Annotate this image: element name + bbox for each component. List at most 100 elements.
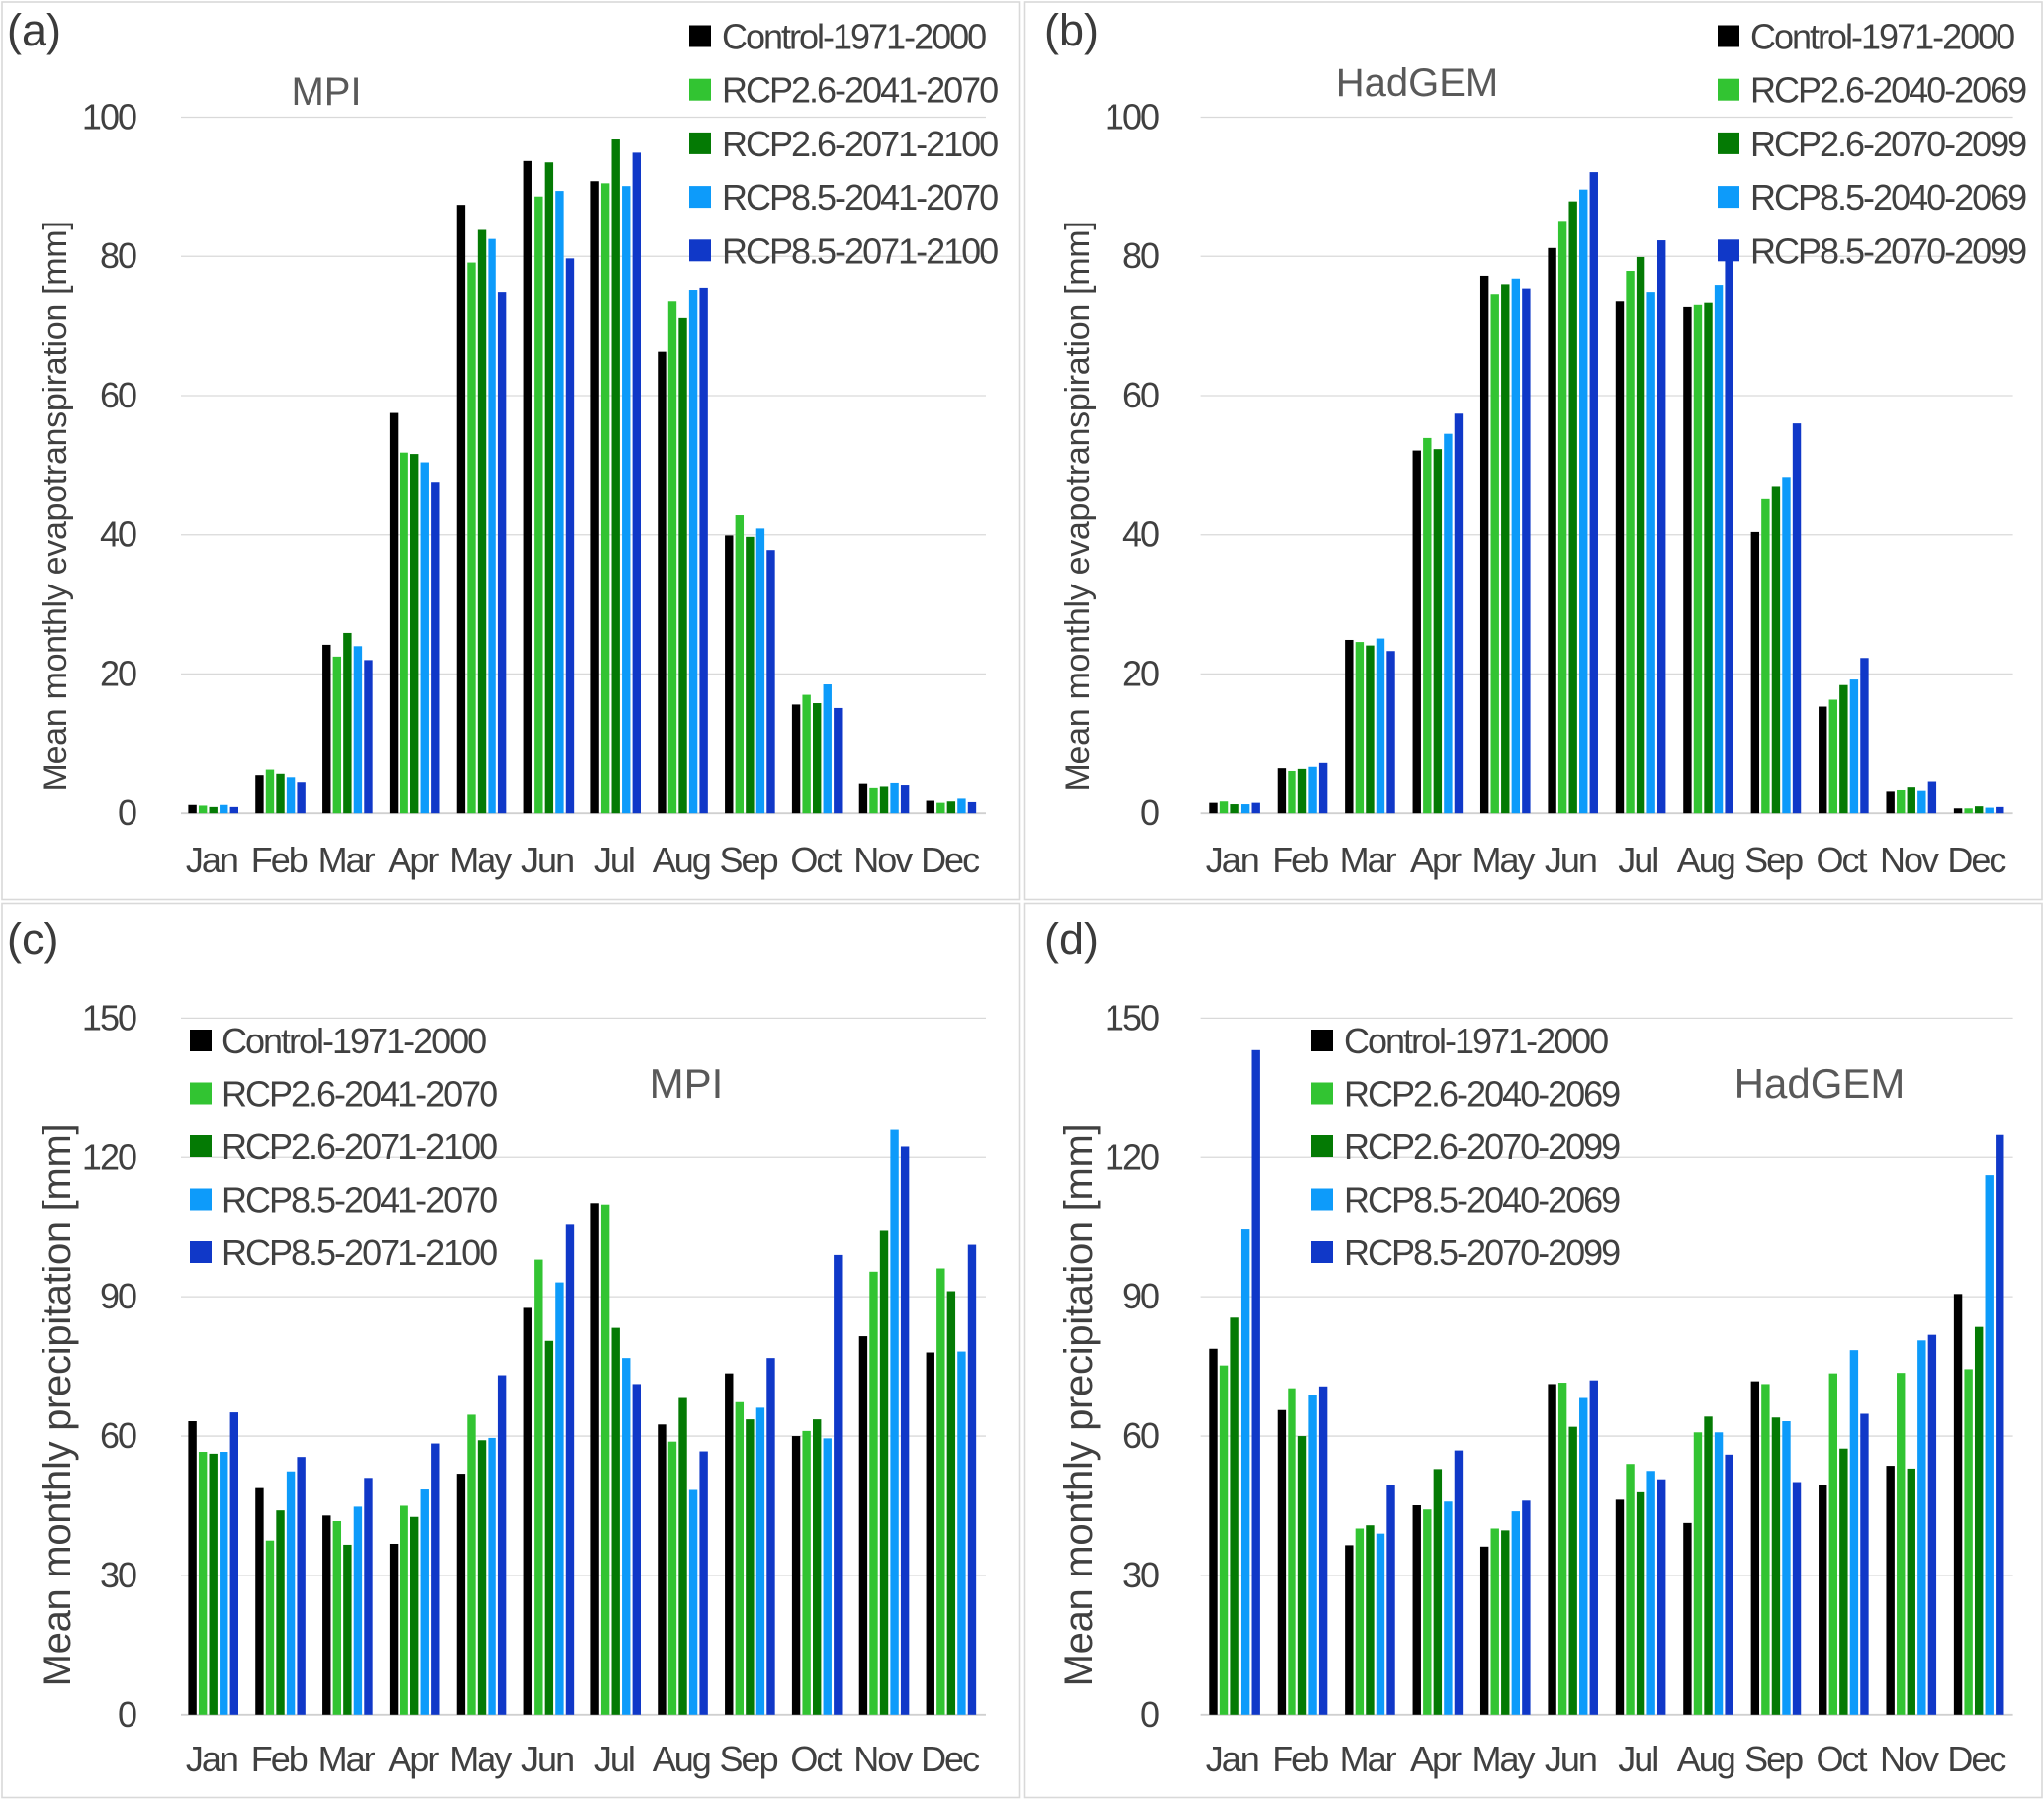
svg-text:RCP8.5-2041-2070: RCP8.5-2041-2070	[222, 1180, 497, 1220]
svg-text:RCP2.6-2040-2069: RCP2.6-2040-2069	[1750, 70, 2026, 111]
svg-text:RCP8.5-2041-2070: RCP8.5-2041-2070	[722, 177, 998, 218]
svg-text:Aug: Aug	[1677, 1739, 1734, 1779]
svg-text:0: 0	[1140, 1694, 1159, 1735]
svg-text:Jan: Jan	[1206, 840, 1258, 880]
svg-text:RCP8.5-2070-2099: RCP8.5-2070-2099	[1344, 1232, 1620, 1273]
svg-text:80: 80	[100, 235, 136, 276]
svg-text:RCP8.5-2071-2100: RCP8.5-2071-2100	[722, 230, 998, 271]
svg-text:Aug: Aug	[1677, 840, 1734, 880]
svg-text:0: 0	[1140, 792, 1159, 833]
svg-text:Mar: Mar	[318, 1739, 376, 1779]
svg-text:(d): (d)	[1044, 914, 1099, 964]
svg-text:Jan: Jan	[186, 840, 237, 880]
svg-text:Apr: Apr	[1410, 1739, 1462, 1779]
svg-text:30: 30	[100, 1555, 136, 1595]
svg-text:Nov: Nov	[853, 1739, 913, 1779]
svg-text:Feb: Feb	[251, 1739, 308, 1779]
svg-text:Sep: Sep	[1744, 840, 1803, 880]
svg-text:0: 0	[118, 792, 136, 833]
svg-text:100: 100	[82, 97, 136, 137]
svg-text:(b): (b)	[1044, 5, 1099, 55]
svg-text:40: 40	[1122, 514, 1159, 555]
svg-text:60: 60	[100, 375, 136, 415]
svg-text:RCP2.6-2070-2099: RCP2.6-2070-2099	[1344, 1126, 1620, 1167]
svg-text:Jun: Jun	[1545, 840, 1596, 880]
svg-text:Sep: Sep	[720, 840, 778, 880]
svg-text:90: 90	[1122, 1276, 1159, 1316]
svg-text:60: 60	[1122, 1415, 1159, 1456]
svg-text:HadGEM: HadGEM	[1734, 1060, 1906, 1107]
svg-text:Mar: Mar	[1340, 1739, 1397, 1779]
svg-text:90: 90	[100, 1276, 136, 1316]
svg-text:Dec: Dec	[1947, 1739, 2006, 1779]
svg-text:Aug: Aug	[653, 1739, 710, 1779]
svg-text:Mar: Mar	[1340, 840, 1397, 880]
svg-text:Control-1971-2000: Control-1971-2000	[222, 1021, 486, 1061]
svg-text:Mean monthly evapotranspiratio: Mean monthly evapotranspiration [mm]	[1059, 222, 1097, 792]
svg-text:0: 0	[118, 1694, 136, 1735]
svg-text:Oct: Oct	[790, 840, 842, 880]
svg-text:Nov: Nov	[1880, 1739, 1939, 1779]
svg-text:Feb: Feb	[1272, 1739, 1328, 1779]
svg-text:May: May	[1471, 840, 1535, 880]
svg-text:Dec: Dec	[921, 1739, 980, 1779]
svg-text:Control-1971-2000: Control-1971-2000	[1344, 1021, 1608, 1061]
svg-text:MPI: MPI	[291, 70, 361, 114]
svg-text:Dec: Dec	[921, 840, 980, 880]
svg-text:60: 60	[1122, 375, 1159, 415]
svg-text:Aug: Aug	[653, 840, 710, 880]
svg-text:Oct: Oct	[1817, 840, 1868, 880]
svg-text:MPI: MPI	[650, 1060, 724, 1107]
svg-text:Apr: Apr	[388, 1739, 439, 1779]
svg-text:Jul: Jul	[594, 840, 634, 880]
svg-text:20: 20	[100, 653, 136, 693]
svg-text:RCP2.6-2070-2099: RCP2.6-2070-2099	[1750, 124, 2026, 164]
svg-text:Jan: Jan	[186, 1739, 237, 1779]
svg-text:Sep: Sep	[720, 1739, 778, 1779]
svg-text:Jul: Jul	[1618, 840, 1657, 880]
svg-text:Jun: Jun	[1545, 1739, 1596, 1779]
svg-text:Feb: Feb	[1272, 840, 1328, 880]
svg-text:RCP8.5-2040-2069: RCP8.5-2040-2069	[1750, 177, 2026, 218]
svg-text:100: 100	[1105, 97, 1159, 137]
svg-text:RCP2.6-2040-2069: RCP2.6-2040-2069	[1344, 1074, 1620, 1115]
svg-text:RCP2.6-2071-2100: RCP2.6-2071-2100	[722, 124, 998, 164]
svg-text:Mean monthly precipitation [mm: Mean monthly precipitation [mm]	[1057, 1125, 1101, 1687]
svg-text:May: May	[1471, 1739, 1535, 1779]
svg-text:Jul: Jul	[1618, 1739, 1657, 1779]
svg-text:60: 60	[100, 1415, 136, 1456]
svg-text:Oct: Oct	[1817, 1739, 1868, 1779]
svg-text:Mar: Mar	[318, 840, 376, 880]
svg-text:(c): (c)	[7, 914, 58, 964]
svg-text:120: 120	[82, 1136, 136, 1177]
svg-text:Feb: Feb	[251, 840, 308, 880]
svg-text:May: May	[449, 840, 512, 880]
svg-text:Jun: Jun	[521, 1739, 573, 1779]
svg-text:HadGEM: HadGEM	[1336, 61, 1499, 105]
svg-text:Jan: Jan	[1206, 1739, 1258, 1779]
svg-text:RCP2.6-2041-2070: RCP2.6-2041-2070	[222, 1074, 497, 1115]
svg-text:Sep: Sep	[1744, 1739, 1803, 1779]
svg-text:Control-1971-2000: Control-1971-2000	[722, 17, 986, 57]
svg-text:(a): (a)	[7, 5, 61, 55]
svg-text:80: 80	[1122, 235, 1159, 276]
svg-text:40: 40	[100, 514, 136, 555]
svg-text:Mean monthly evapotranspiratio: Mean monthly evapotranspiration [mm]	[37, 222, 74, 792]
svg-text:RCP2.6-2071-2100: RCP2.6-2071-2100	[222, 1126, 497, 1167]
svg-text:Mean monthly precipitation [mm: Mean monthly precipitation [mm]	[36, 1125, 79, 1687]
svg-text:Jun: Jun	[521, 840, 573, 880]
svg-text:Apr: Apr	[1410, 840, 1462, 880]
svg-text:May: May	[449, 1739, 512, 1779]
svg-text:RCP8.5-2040-2069: RCP8.5-2040-2069	[1344, 1180, 1620, 1220]
svg-text:30: 30	[1122, 1555, 1159, 1595]
svg-text:120: 120	[1105, 1136, 1159, 1177]
svg-text:Oct: Oct	[790, 1739, 842, 1779]
svg-text:20: 20	[1122, 653, 1159, 693]
svg-text:150: 150	[82, 997, 136, 1037]
svg-text:150: 150	[1105, 997, 1159, 1037]
svg-text:Nov: Nov	[853, 840, 913, 880]
svg-text:Nov: Nov	[1880, 840, 1939, 880]
svg-text:RCP8.5-2070-2099: RCP8.5-2070-2099	[1750, 230, 2026, 271]
svg-text:Dec: Dec	[1947, 840, 2006, 880]
svg-text:Apr: Apr	[388, 840, 439, 880]
